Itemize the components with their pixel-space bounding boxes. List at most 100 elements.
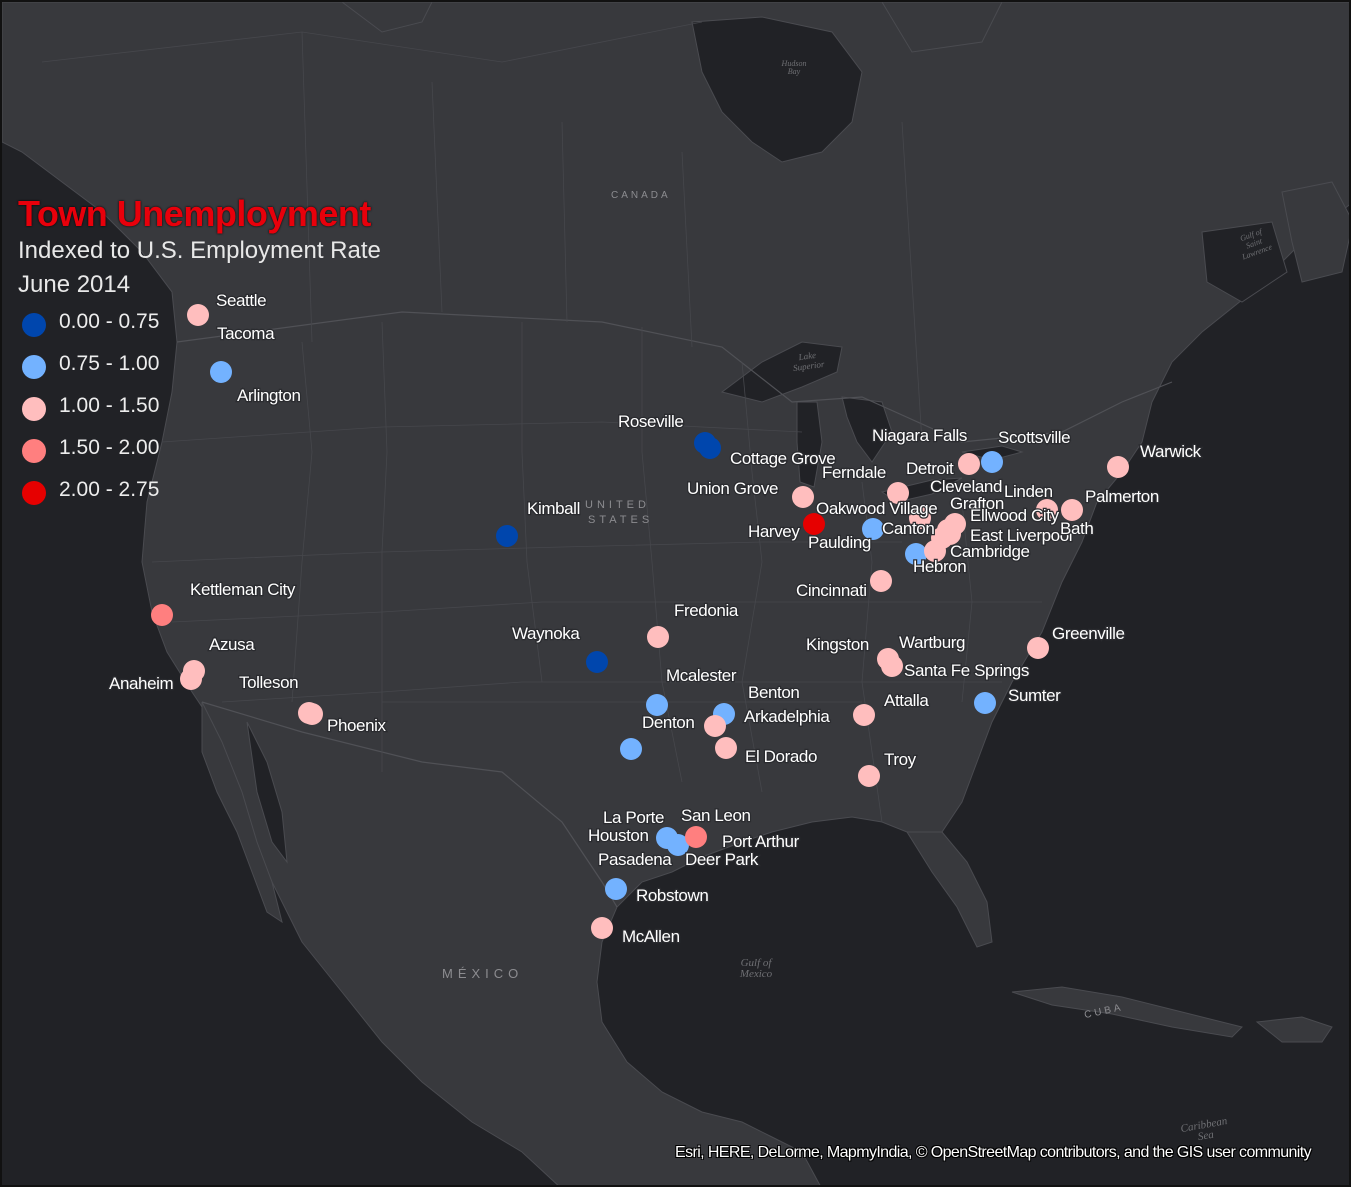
town-label-mcallen: McAllen <box>622 927 680 946</box>
town-marker-ferndale[interactable] <box>887 482 909 504</box>
town-marker-seattle[interactable] <box>187 304 209 326</box>
legend: Town Unemployment Indexed to U.S. Employ… <box>18 194 438 518</box>
town-marker-arkadelphia[interactable] <box>704 715 726 737</box>
legend-class-0: 0.00 - 0.75 <box>18 308 438 350</box>
town-marker-detroit[interactable] <box>958 453 980 475</box>
water-gulf-of-california <box>246 721 288 864</box>
town-marker-el-dorado[interactable] <box>715 737 737 759</box>
legend-swatch <box>22 397 46 421</box>
town-marker-tacoma[interactable] <box>210 361 232 383</box>
town-marker-union-grove[interactable] <box>792 486 814 508</box>
town-label-arlington: Arlington <box>237 386 301 405</box>
town-marker-kimball[interactable] <box>496 525 518 547</box>
town-label-san-leon: San Leon <box>681 806 751 825</box>
legend-class-label: 0.00 - 0.75 <box>59 310 160 333</box>
legend-class-label: 1.00 - 1.50 <box>59 394 160 417</box>
town-marker-troy[interactable] <box>858 765 880 787</box>
label-canada: CANADA <box>611 190 671 201</box>
town-label-scottsville: Scottsville <box>998 428 1070 447</box>
town-marker-anaheim[interactable] <box>180 668 202 690</box>
town-marker-santa-fe-springs[interactable] <box>881 655 903 677</box>
town-marker-paulding[interactable] <box>862 518 884 540</box>
town-label-wartburg: Wartburg <box>899 633 965 652</box>
town-label-mcalester: Mcalester <box>666 666 737 685</box>
legend-class-4: 2.00 - 2.75 <box>18 476 438 518</box>
label-gulf-of-mexico: Gulf of Mexico <box>739 957 773 980</box>
water-lake-huron <box>841 396 893 463</box>
label-hudson-bay: Hudson Bay <box>781 59 807 76</box>
label-states: STATES <box>588 514 654 526</box>
label-mexico: MÉXICO <box>442 966 524 981</box>
town-marker-warwick[interactable] <box>1107 456 1129 478</box>
legend-class-label: 1.50 - 2.00 <box>59 436 160 459</box>
town-label-cincinnati: Cincinnati <box>796 581 867 600</box>
town-label-grafton: Grafton <box>950 494 1004 513</box>
town-label-waynoka: Waynoka <box>512 624 580 643</box>
province-lines <box>41 21 923 443</box>
legend-class-label: 0.75 - 1.00 <box>59 352 160 375</box>
legend-swatch <box>22 439 46 463</box>
map-attribution: Esri, HERE, DeLorme, MapmyIndia, © OpenS… <box>675 1144 1312 1161</box>
town-label-oakwood-village: Oakwood Village <box>816 499 937 518</box>
legend-swatch <box>22 481 46 505</box>
legend-class-3: 1.50 - 2.00 <box>18 434 438 476</box>
landmass-florida <box>906 831 993 948</box>
town-label-troy: Troy <box>884 750 917 769</box>
water-gulf-of-st-lawrence <box>1201 221 1288 303</box>
town-label-bath: Bath <box>1060 519 1093 538</box>
legend-class-2: 1.00 - 1.50 <box>18 392 438 434</box>
town-label-fredonia: Fredonia <box>674 601 739 620</box>
town-marker-palmerton[interactable] <box>1061 499 1083 521</box>
town-marker-cincinnati[interactable] <box>870 570 892 592</box>
town-label-ferndale: Ferndale <box>822 463 886 482</box>
town-marker-waynoka[interactable] <box>586 651 608 673</box>
town-label-anaheim: Anaheim <box>109 674 174 693</box>
town-label-canton: Canton <box>882 519 934 538</box>
town-label-detroit: Detroit <box>906 459 954 478</box>
town-marker-port-arthur[interactable] <box>685 826 707 848</box>
town-marker-mcallen[interactable] <box>591 917 613 939</box>
town-marker-oakwood-village[interactable] <box>909 507 931 529</box>
state-lines <box>151 321 1042 823</box>
town-marker-attalla[interactable] <box>853 704 875 726</box>
town-marker-robstown[interactable] <box>605 878 627 900</box>
town-label-pasadena: Pasadena <box>598 850 672 869</box>
town-label-port-arthur: Port Arthur <box>722 832 800 851</box>
landmass-arctic-islands <box>341 2 1003 53</box>
town-label-attalla: Attalla <box>884 691 929 710</box>
town-marker-greenville[interactable] <box>1027 637 1049 659</box>
town-marker-cottage-grove[interactable] <box>699 437 721 459</box>
town-marker-kettleman-city[interactable] <box>151 604 173 626</box>
town-marker-fredonia[interactable] <box>647 626 669 648</box>
border-us-canada <box>176 311 1173 443</box>
legend-date: June 2014 <box>18 271 131 298</box>
town-label-warwick: Warwick <box>1140 442 1202 461</box>
town-marker-hebron[interactable] <box>905 543 927 565</box>
town-marker-deer-park[interactable] <box>667 834 689 856</box>
town-marker-harvey[interactable] <box>803 513 825 535</box>
town-marker-denton[interactable] <box>620 738 642 760</box>
town-label-cambridge: Cambridge <box>950 542 1030 561</box>
town-labels: Seattle Tacoma Arlington Kettleman City Azus… <box>108 290 1204 948</box>
town-label-hebron: Hebron <box>913 557 966 576</box>
legend-title: Town Unemployment <box>18 193 371 234</box>
town-marker-phoenix[interactable] <box>301 703 323 725</box>
town-markers <box>151 304 1129 939</box>
town-marker-sumter[interactable] <box>974 692 996 714</box>
label-united: UNITED <box>585 499 650 511</box>
town-label-cleveland: Cleveland <box>930 477 1002 496</box>
town-marker-mcalester[interactable] <box>646 694 668 716</box>
border-us-mexico <box>201 701 618 908</box>
town-label-tolleson: Tolleson <box>239 673 298 692</box>
town-label-denton: Denton <box>642 713 694 732</box>
town-marker-scottsville[interactable] <box>981 451 1003 473</box>
town-marker-linden[interactable] <box>1036 499 1058 521</box>
town-label-harvey: Harvey <box>748 522 800 541</box>
town-marker-cambridge[interactable] <box>924 540 946 562</box>
legend-subtitle: Indexed to U.S. Employment Rate <box>18 237 381 264</box>
town-label-greenville: Greenville <box>1052 624 1125 643</box>
town-label-palmerton: Palmerton <box>1085 487 1159 506</box>
town-label-kimball: Kimball <box>527 499 580 518</box>
